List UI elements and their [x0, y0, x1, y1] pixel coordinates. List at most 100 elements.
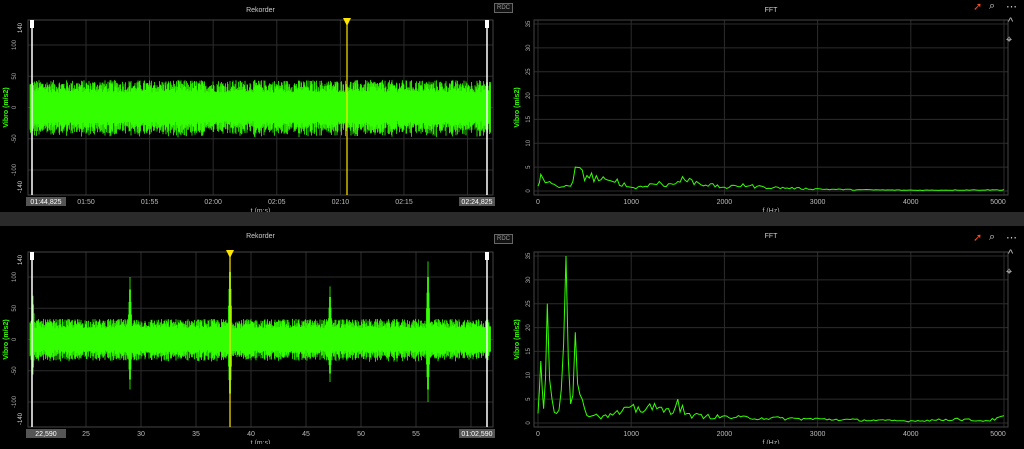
x-tick-label: 5000: [990, 199, 1006, 206]
y-min-label: -140: [18, 180, 24, 193]
start-time-box: [26, 197, 66, 206]
x-tick-label: 30: [137, 431, 145, 438]
y-tick-label: 0: [12, 105, 18, 109]
chart-title: Rekorder: [246, 233, 275, 240]
y-tick-label: 15: [526, 115, 532, 122]
start-time-label: 22,590: [35, 431, 57, 438]
menu-icon[interactable]: ⋯: [1006, 232, 1017, 244]
x-axis-label: t (m:s): [251, 440, 271, 444]
menu-icon[interactable]: ⋯: [1006, 1, 1017, 13]
bottom-recorder-chart[interactable]: Rekorder100500-50-100253035404550550140-…: [0, 226, 512, 447]
x-tick-label: 40: [247, 431, 255, 438]
y-tick-label: 30: [526, 276, 532, 283]
bottom-fft-chart[interactable]: FFT 35 30 25 20 15 10 5 0 0 1000 2000 3000 4000 5000 Vi…: [512, 226, 1024, 447]
chart-title: Rekorder: [246, 7, 275, 14]
x-axis-label: f (Hz): [762, 208, 779, 212]
x-tick-label: 01:55: [141, 199, 159, 206]
x-tick-label: 02:15: [395, 199, 413, 206]
y-tick-label: 100: [12, 39, 18, 50]
x-tick-label: 5000: [990, 431, 1006, 438]
y-tick-label: 0: [526, 189, 532, 193]
pointer-icon[interactable]: ➚: [973, 1, 983, 13]
end-time-label: 01:02,590: [461, 431, 492, 438]
top-fft-panel: FFT 35 30 25 20 15 10 5 0 0 1000 2000 3000 4000 5000 Vi…: [512, 0, 1024, 215]
top-fft-chart[interactable]: FFT 35 30 25 20 15 10 5 0 0 1000 2000 3000 4000 5000 Vi…: [512, 0, 1024, 215]
y-axis-label: Vibro (m/s2): [514, 319, 521, 359]
y-tick-label: 15: [526, 347, 532, 354]
x-tick-label: 1000: [623, 199, 639, 206]
start-handle: [30, 20, 34, 28]
zoom-icon[interactable]: ⌕: [989, 231, 996, 243]
y-tick-label: 20: [526, 92, 532, 99]
x-tick-label: 0: [536, 199, 540, 206]
x-axis-label: f (Hz): [762, 440, 779, 444]
y-tick-label: -100: [12, 395, 18, 408]
start-time-label: 01:44,825: [30, 199, 61, 206]
y-tick-label: 50: [12, 72, 18, 79]
x-tick-label: 1000: [623, 431, 639, 438]
x-tick-label: 02:10: [332, 199, 350, 206]
y-tick-label: 0: [526, 421, 532, 425]
x-tick-label: 45: [302, 431, 310, 438]
start-handle: [30, 252, 34, 260]
y-tick-label: 25: [526, 68, 532, 75]
waveform-series: [29, 80, 491, 138]
crosshair-icon[interactable]: ⌖: [1006, 266, 1013, 278]
plot-frame: [27, 251, 494, 428]
end-handle: [485, 252, 489, 260]
y-tick-label: 20: [526, 324, 532, 331]
end-time-label: 02:24,825: [461, 199, 492, 206]
plot-frame: [27, 19, 494, 196]
x-tick-label: 3000: [810, 431, 826, 438]
plot-frame: [533, 19, 1009, 196]
x-tick-label: 2000: [717, 431, 733, 438]
y-tick-label: 10: [526, 139, 532, 146]
time-marker-handle: [226, 250, 234, 258]
end-time-box: [459, 197, 495, 206]
x-tick-label: 01:50: [77, 199, 95, 206]
x-tick-label: 35: [192, 431, 200, 438]
y-tick-label: 10: [526, 371, 532, 378]
top-recorder-chart[interactable]: Rekorder 100 50 0 -50 -100 01:50 01:55 02:00 02:0…: [0, 0, 512, 215]
chart-title: FFT: [765, 7, 779, 14]
bottom-recorder-panel: Rekorder100500-50-100253035404550550140-…: [0, 226, 513, 447]
panel-divider: [0, 212, 1024, 226]
plot-frame: [533, 251, 1009, 428]
crosshair-icon[interactable]: ⌖: [1006, 34, 1013, 46]
y-axis-label: Vibro (m/s2): [3, 87, 10, 127]
time-marker-handle: [343, 18, 351, 26]
x-tick-label: 3000: [810, 199, 826, 206]
x-tick-label: 55: [412, 431, 420, 438]
x-tick-label: 50: [357, 431, 365, 438]
x-tick-label: 4000: [903, 431, 919, 438]
y-tick-label: 0: [12, 337, 18, 341]
y-axis-label: Vibro (m/s2): [514, 87, 521, 127]
y-tick-label: 35: [526, 252, 532, 259]
y-tick-label: 50: [12, 304, 18, 311]
x-tick-label: 02:05: [268, 199, 286, 206]
x-tick-label: 25: [82, 431, 90, 438]
zoom-icon[interactable]: ⌕: [989, 0, 996, 12]
y-max-label: 140: [18, 22, 24, 33]
pointer-icon[interactable]: ➚: [973, 232, 983, 244]
start-time-box: [26, 429, 66, 438]
end-time-box: [459, 429, 495, 438]
y-axis-label: Vibro (m/s2): [3, 319, 10, 359]
x-tick-label: 4000: [903, 199, 919, 206]
y-tick-label: 5: [526, 165, 532, 169]
rdc-button[interactable]: RDC: [494, 234, 513, 244]
y-min-label: -140: [18, 412, 24, 425]
y-tick-label: 30: [526, 44, 532, 51]
y-tick-label: 35: [526, 20, 532, 27]
up-icon[interactable]: ^: [1008, 16, 1014, 28]
up-icon[interactable]: ^: [1008, 248, 1014, 260]
rdc-button[interactable]: RDC: [494, 3, 513, 13]
y-tick-label: 25: [526, 300, 532, 307]
y-tick-label: 5: [526, 397, 532, 401]
fft-series: [537, 166, 1005, 192]
x-tick-label: 0: [536, 431, 540, 438]
end-handle: [485, 20, 489, 28]
chart-title: FFT: [765, 233, 779, 240]
y-tick-label: -50: [12, 366, 18, 375]
x-axis-label: t (m:s): [251, 208, 271, 212]
